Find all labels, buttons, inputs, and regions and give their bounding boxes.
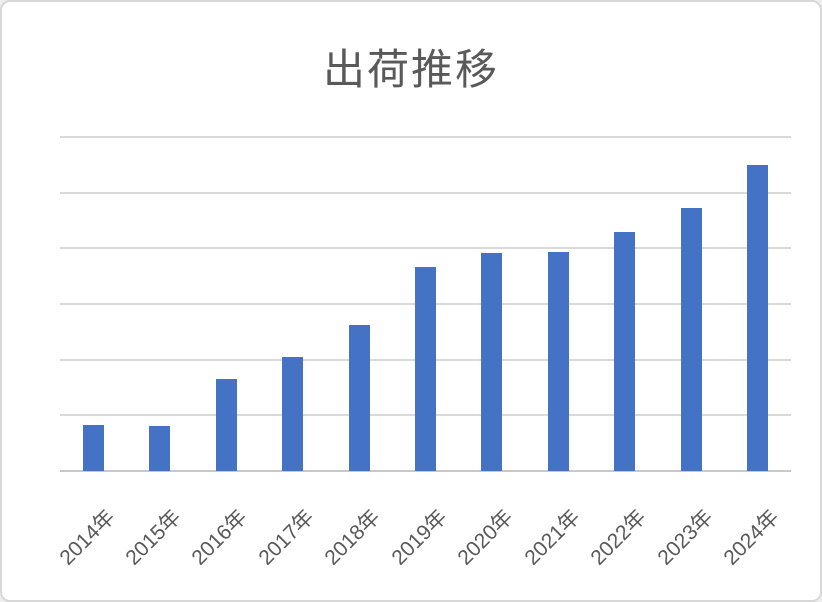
gridline-500: [60, 191, 791, 194]
bar-2022: [614, 231, 636, 471]
x-axis-label-2015: 2015年: [121, 505, 186, 570]
x-axis-label-2017: 2017年: [254, 505, 319, 570]
x-axis-label-2021: 2021年: [520, 505, 585, 570]
x-axis-label-2018: 2018年: [320, 505, 385, 570]
bar-2019: [415, 267, 436, 471]
bar-2015: [149, 426, 171, 471]
x-axis-label-2014: 2014年: [54, 505, 120, 570]
x-axis-label-2016: 2016年: [187, 505, 252, 570]
x-axis-label-2022: 2022年: [586, 505, 651, 570]
gridline-600: [60, 136, 791, 138]
bar-2021: [547, 251, 569, 471]
bar-2018: [348, 325, 370, 471]
x-axis-label-2020: 2020年: [453, 505, 518, 570]
bar-2014: [82, 424, 104, 471]
x-axis-label-2019: 2019年: [387, 505, 452, 570]
gridline-400: [60, 247, 791, 250]
x-axis-label-2023: 2023年: [652, 505, 718, 570]
x-axis-line: [60, 470, 791, 472]
bar-2016: [215, 378, 237, 471]
bar-2020: [481, 252, 503, 471]
x-axis-label-2024: 2024年: [719, 505, 784, 570]
plot-area: [60, 136, 791, 472]
bar-2024: [747, 164, 769, 471]
bar-2017: [282, 356, 304, 471]
bar-2023: [680, 207, 702, 471]
chart-title: 出荷推移: [322, 46, 499, 93]
